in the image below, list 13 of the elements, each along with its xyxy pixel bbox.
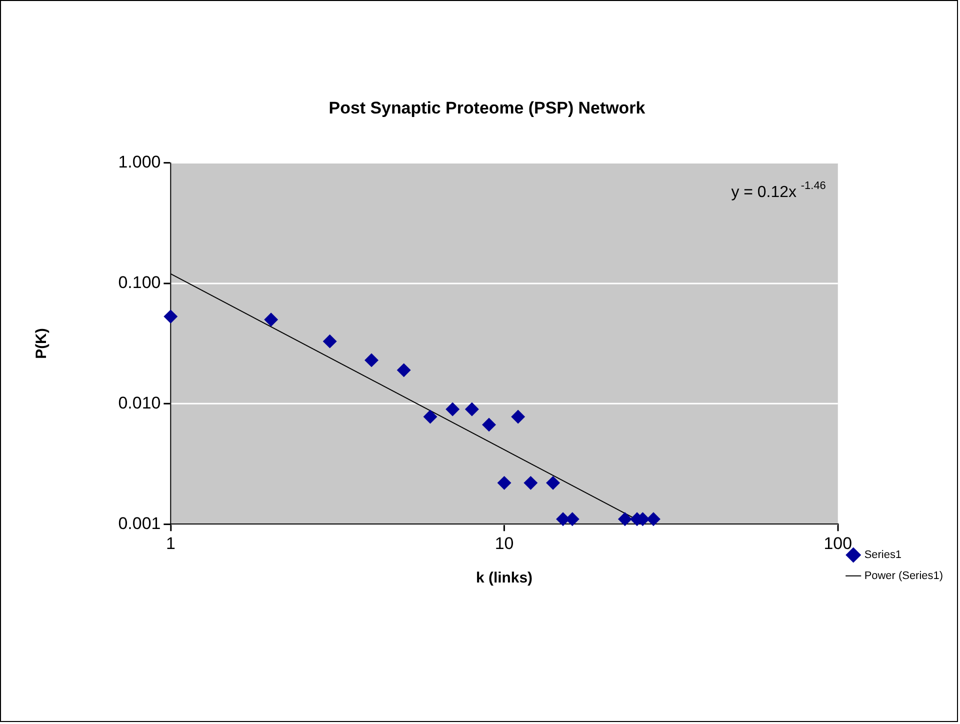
y-tick-label: 0.001 [118, 514, 161, 533]
x-tick-label: 10 [494, 534, 514, 553]
y-tick-label: 1.000 [118, 152, 161, 172]
x-tick-label: 1 [166, 534, 176, 553]
x-tick-label: 100 [824, 534, 852, 553]
y-tick-label: 0.100 [118, 273, 161, 292]
annotation: y = 0.12x -1.46 [731, 180, 826, 201]
x-axis-title: k (links) [476, 570, 533, 587]
chart-title: Post Synaptic Proteome (PSP) Network [328, 98, 646, 118]
legend-label: Power (Series1) [864, 570, 944, 582]
legend-label: Series1 [864, 548, 902, 561]
y-axis-title: P(K) [33, 328, 50, 359]
y-tick-label: 0.010 [118, 393, 161, 412]
